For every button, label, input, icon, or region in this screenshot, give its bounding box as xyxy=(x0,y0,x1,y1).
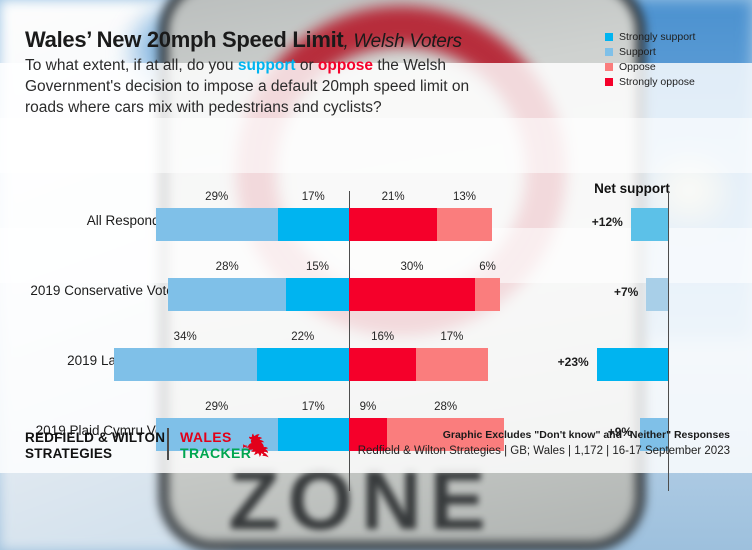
bar-segment xyxy=(168,278,286,311)
redfield-wilton-logo: REDFIELD & WILTON STRATEGIES xyxy=(25,430,165,462)
brand-line-2: STRATEGIES xyxy=(25,446,113,461)
net-support-value: +12% xyxy=(591,215,623,229)
title-subject: , Welsh Voters xyxy=(343,31,462,52)
row-category-label: 2019 Plaid Cymru Voters xyxy=(35,423,185,438)
net-support-bar xyxy=(640,418,668,451)
chart-row: 2019 Labour Voters22%34%16%17%+23% xyxy=(0,331,752,401)
legend-item: Strongly support xyxy=(605,30,730,43)
legend-item: Oppose xyxy=(605,60,730,73)
question-part-2: the Welsh Government's decision to impos… xyxy=(25,57,470,116)
row-category-label: 2019 Conservative Voters xyxy=(30,283,185,298)
bar-segment-value: 29% xyxy=(205,401,229,413)
question-part-1: To what extent, if at all, do you xyxy=(25,57,238,74)
legend-label: Strongly support xyxy=(619,30,696,43)
bar-segment-value: 17% xyxy=(301,401,325,413)
welsh-dragon-icon xyxy=(243,433,269,458)
bar-segment-value: 21% xyxy=(381,191,405,203)
chart-row: All Respondents 17% 29% 21% 13% +12% xyxy=(0,191,752,261)
bar-segment-value: 22% xyxy=(291,331,315,343)
bar-segment xyxy=(277,208,349,241)
bar-segment-value: 17% xyxy=(301,191,325,203)
legend-item: Support xyxy=(605,45,730,58)
bar-segment-value: 34% xyxy=(173,331,197,343)
bar-segment xyxy=(286,278,349,311)
footer-source: Redfield & Wilton Strategies | GB; Wales… xyxy=(357,445,730,457)
net-support-bar xyxy=(646,278,668,311)
bar-segment-value: 16% xyxy=(371,331,395,343)
bar-segment xyxy=(437,208,492,241)
footer-note: Graphic Excludes "Don't know" and "Neith… xyxy=(442,429,730,441)
wales-tracker-line-2: TRACKER xyxy=(180,445,252,461)
net-support-column-header: Net support xyxy=(594,181,670,196)
content-panel xyxy=(0,63,752,473)
legend-swatch-icon xyxy=(605,62,613,71)
question-oppose-word: oppose xyxy=(317,57,374,74)
bar-segment xyxy=(277,418,349,451)
chart-area: Net support All Respondents 17% 29% 21% 13% +… xyxy=(0,63,752,491)
bar-segment xyxy=(349,348,417,381)
bar-segment xyxy=(113,348,257,381)
bar-segment-value: 6% xyxy=(479,261,496,273)
legend-item: Strongly oppose xyxy=(605,75,730,88)
bar-segment xyxy=(349,208,438,241)
net-support-bar xyxy=(596,348,668,381)
bar-segment-value: 28% xyxy=(434,401,458,413)
chart-legend: Strongly support Support Oppose Strongly op… xyxy=(605,30,730,90)
legend-label: Support xyxy=(619,45,656,58)
question-mid: or xyxy=(295,57,318,74)
page-title: Wales’ New 20mph Speed Limit, Welsh Vote… xyxy=(25,27,462,53)
wales-tracker-line-1: WALES xyxy=(180,429,232,445)
brand-line-1: REDFIELD & WILTON xyxy=(25,430,166,445)
bar-segment-value: 15% xyxy=(305,261,330,273)
net-support-value: +9% xyxy=(607,425,633,439)
bar-segment-value: 9% xyxy=(359,401,377,413)
legend-swatch-icon xyxy=(605,77,613,86)
bar-segment xyxy=(386,418,505,451)
wales-tracker-logo: WALES TRACKER xyxy=(180,429,251,461)
net-support-value: +7% xyxy=(613,285,639,299)
bar-segment xyxy=(475,278,501,311)
legend-swatch-icon xyxy=(605,32,613,41)
bar-segment-value: 28% xyxy=(215,261,239,273)
bar-segment xyxy=(256,348,349,381)
logo-divider xyxy=(167,428,169,460)
bar-segment xyxy=(416,348,488,381)
bar-segment xyxy=(155,208,278,241)
legend-label: Oppose xyxy=(619,60,656,73)
title-main: Wales’ New 20mph Speed Limit xyxy=(25,27,344,52)
row-band-conservative xyxy=(0,118,752,173)
net-support-axis xyxy=(668,191,669,491)
net-support-bar xyxy=(630,208,668,241)
bar-segment xyxy=(349,418,387,451)
question-support-word: support xyxy=(237,57,296,74)
legend-label: Strongly oppose xyxy=(619,75,695,88)
bar-segment-value: 29% xyxy=(205,191,229,203)
bar-segment xyxy=(349,278,475,311)
footer: REDFIELD & WILTON STRATEGIES WALES TRACK… xyxy=(0,425,752,473)
net-support-value: +23% xyxy=(557,355,589,369)
main-center-axis xyxy=(349,191,350,491)
survey-question: To what extent, if at all, do you suppor… xyxy=(25,55,495,118)
bar-segment-value: 13% xyxy=(452,191,476,203)
bar-segment-value: 17% xyxy=(440,331,464,343)
chart-row: 2019 Conservative Voters 15% 28% 30% 6% +7% xyxy=(0,261,752,331)
bar-segment-value: 30% xyxy=(400,261,424,273)
legend-swatch-icon xyxy=(605,47,613,56)
